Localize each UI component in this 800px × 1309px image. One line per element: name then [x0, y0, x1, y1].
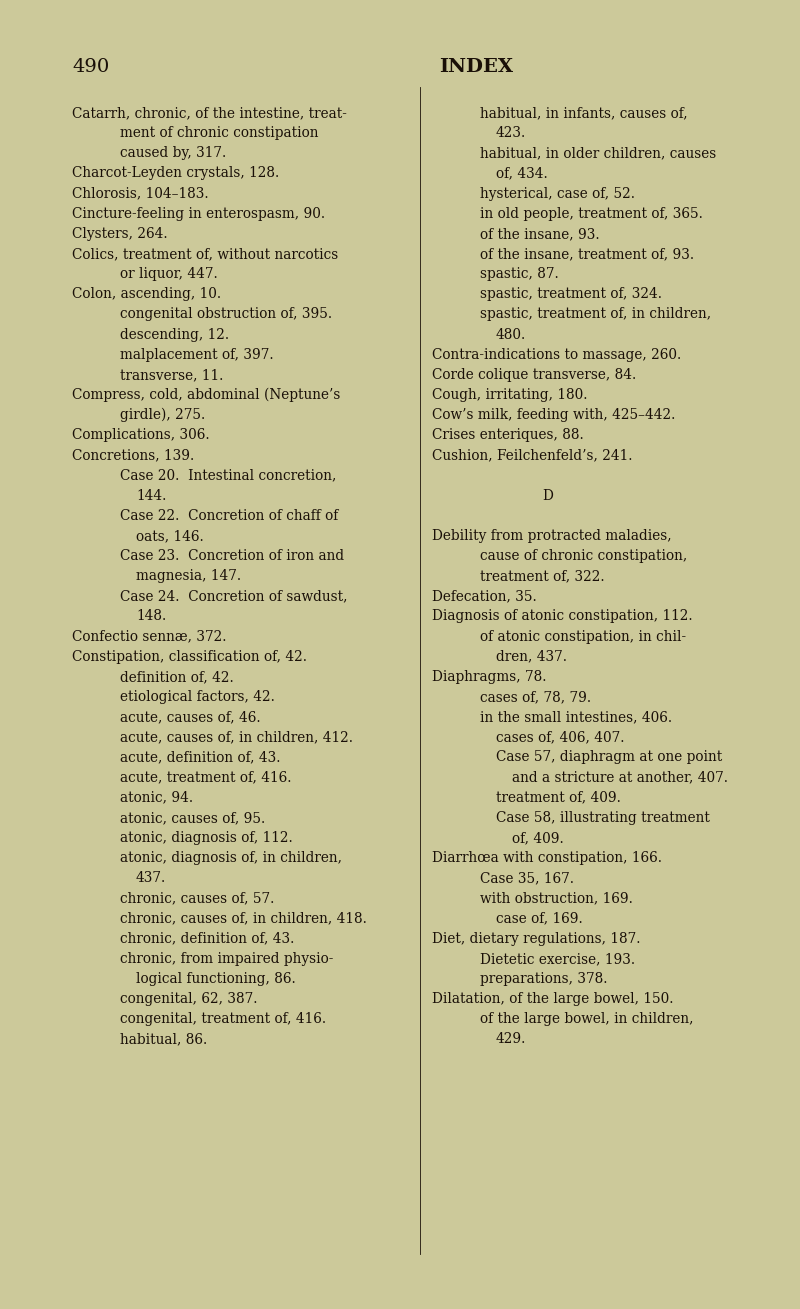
Text: malplacement of, 397.: malplacement of, 397.: [120, 348, 274, 361]
Text: Clysters, 264.: Clysters, 264.: [72, 226, 168, 241]
Text: Compress, cold, abdominal (Neptune’s: Compress, cold, abdominal (Neptune’s: [72, 387, 340, 402]
Text: cases of, 406, 407.: cases of, 406, 407.: [496, 730, 625, 745]
Text: Colon, ascending, 10.: Colon, ascending, 10.: [72, 287, 221, 301]
Text: dren, 437.: dren, 437.: [496, 649, 567, 664]
Text: congenital, 62, 387.: congenital, 62, 387.: [120, 992, 258, 1007]
Text: congenital, treatment of, 416.: congenital, treatment of, 416.: [120, 1012, 326, 1026]
Text: caused by, 317.: caused by, 317.: [120, 147, 226, 160]
Text: chronic, definition of, 43.: chronic, definition of, 43.: [120, 932, 294, 945]
Text: preparations, 378.: preparations, 378.: [480, 973, 607, 986]
Text: 437.: 437.: [136, 872, 166, 885]
Text: Confectio sennæ, 372.: Confectio sennæ, 372.: [72, 630, 226, 644]
Text: Dietetic exercise, 193.: Dietetic exercise, 193.: [480, 952, 635, 966]
Text: 490: 490: [72, 58, 110, 76]
Text: cause of chronic constipation,: cause of chronic constipation,: [480, 548, 687, 563]
Text: of, 409.: of, 409.: [512, 831, 564, 846]
Text: Diarrhœa with constipation, 166.: Diarrhœa with constipation, 166.: [432, 851, 662, 865]
Text: Cough, irritating, 180.: Cough, irritating, 180.: [432, 387, 587, 402]
Text: case of, 169.: case of, 169.: [496, 911, 582, 925]
Text: Crises enteriques, 88.: Crises enteriques, 88.: [432, 428, 584, 442]
Text: D: D: [542, 488, 553, 503]
Text: habitual, in infants, causes of,: habitual, in infants, causes of,: [480, 106, 688, 120]
Text: atonic, 94.: atonic, 94.: [120, 791, 193, 805]
Text: logical functioning, 86.: logical functioning, 86.: [136, 973, 296, 986]
Text: habitual, in older children, causes: habitual, in older children, causes: [480, 147, 716, 160]
Text: habitual, 86.: habitual, 86.: [120, 1033, 207, 1046]
Text: Case 24.  Concretion of sawdust,: Case 24. Concretion of sawdust,: [120, 589, 347, 603]
Text: of the insane, 93.: of the insane, 93.: [480, 226, 600, 241]
Text: descending, 12.: descending, 12.: [120, 327, 229, 342]
Text: acute, causes of, 46.: acute, causes of, 46.: [120, 711, 261, 724]
Text: in old people, treatment of, 365.: in old people, treatment of, 365.: [480, 207, 703, 221]
Text: 423.: 423.: [496, 126, 526, 140]
Text: spastic, 87.: spastic, 87.: [480, 267, 558, 281]
Text: Cushion, Feilchenfeld’s, 241.: Cushion, Feilchenfeld’s, 241.: [432, 449, 633, 462]
Text: Dilatation, of the large bowel, 150.: Dilatation, of the large bowel, 150.: [432, 992, 674, 1007]
Text: Case 35, 167.: Case 35, 167.: [480, 872, 574, 885]
Text: Case 57, diaphragm at one point: Case 57, diaphragm at one point: [496, 750, 722, 764]
Text: treatment of, 409.: treatment of, 409.: [496, 791, 621, 805]
Text: acute, definition of, 43.: acute, definition of, 43.: [120, 750, 281, 764]
Text: chronic, from impaired physio-: chronic, from impaired physio-: [120, 952, 334, 966]
Text: of, 434.: of, 434.: [496, 166, 548, 181]
Text: of the insane, treatment of, 93.: of the insane, treatment of, 93.: [480, 247, 694, 260]
Text: spastic, treatment of, 324.: spastic, treatment of, 324.: [480, 287, 662, 301]
Text: oats, 146.: oats, 146.: [136, 529, 204, 543]
Text: Debility from protracted maladies,: Debility from protracted maladies,: [432, 529, 672, 543]
Text: Corde colique transverse, 84.: Corde colique transverse, 84.: [432, 368, 636, 382]
Text: Contra-indications to massage, 260.: Contra-indications to massage, 260.: [432, 348, 682, 361]
Text: acute, treatment of, 416.: acute, treatment of, 416.: [120, 771, 291, 784]
Text: Cincture-feeling in enterospasm, 90.: Cincture-feeling in enterospasm, 90.: [72, 207, 325, 221]
Text: Diagnosis of atonic constipation, 112.: Diagnosis of atonic constipation, 112.: [432, 610, 693, 623]
Text: Case 20.  Intestinal concretion,: Case 20. Intestinal concretion,: [120, 469, 336, 483]
Text: of atonic constipation, in chil-: of atonic constipation, in chil-: [480, 630, 686, 644]
Text: Constipation, classification of, 42.: Constipation, classification of, 42.: [72, 649, 307, 664]
Text: Diet, dietary regulations, 187.: Diet, dietary regulations, 187.: [432, 932, 641, 945]
Text: treatment of, 322.: treatment of, 322.: [480, 569, 605, 584]
Text: chronic, causes of, in children, 418.: chronic, causes of, in children, 418.: [120, 911, 367, 925]
Text: acute, causes of, in children, 412.: acute, causes of, in children, 412.: [120, 730, 353, 745]
Text: 429.: 429.: [496, 1033, 526, 1046]
Text: ment of chronic constipation: ment of chronic constipation: [120, 126, 318, 140]
Text: cases of, 78, 79.: cases of, 78, 79.: [480, 690, 591, 704]
Text: Cow’s milk, feeding with, 425–442.: Cow’s milk, feeding with, 425–442.: [432, 408, 675, 421]
Text: Complications, 306.: Complications, 306.: [72, 428, 210, 442]
Text: Case 58, illustrating treatment: Case 58, illustrating treatment: [496, 810, 710, 825]
Text: Colics, treatment of, without narcotics: Colics, treatment of, without narcotics: [72, 247, 338, 260]
Text: Diaphragms, 78.: Diaphragms, 78.: [432, 670, 546, 683]
Text: of the large bowel, in children,: of the large bowel, in children,: [480, 1012, 694, 1026]
Text: atonic, diagnosis of, in children,: atonic, diagnosis of, in children,: [120, 851, 342, 865]
Text: magnesia, 147.: magnesia, 147.: [136, 569, 241, 584]
Text: Chlorosis, 104–183.: Chlorosis, 104–183.: [72, 187, 209, 200]
Text: Case 22.  Concretion of chaff of: Case 22. Concretion of chaff of: [120, 509, 338, 522]
Text: Case 23.  Concretion of iron and: Case 23. Concretion of iron and: [120, 548, 344, 563]
Text: 480.: 480.: [496, 327, 526, 342]
Text: definition of, 42.: definition of, 42.: [120, 670, 234, 683]
Text: atonic, causes of, 95.: atonic, causes of, 95.: [120, 810, 266, 825]
Text: spastic, treatment of, in children,: spastic, treatment of, in children,: [480, 308, 711, 322]
Text: congenital obstruction of, 395.: congenital obstruction of, 395.: [120, 308, 332, 322]
Text: and a stricture at another, 407.: and a stricture at another, 407.: [512, 771, 728, 784]
Text: girdle), 275.: girdle), 275.: [120, 407, 206, 421]
Text: 144.: 144.: [136, 488, 166, 503]
Text: with obstruction, 169.: with obstruction, 169.: [480, 891, 633, 906]
Text: 148.: 148.: [136, 610, 166, 623]
Text: transverse, 11.: transverse, 11.: [120, 368, 223, 382]
Text: Defecation, 35.: Defecation, 35.: [432, 589, 537, 603]
Text: etiological factors, 42.: etiological factors, 42.: [120, 690, 275, 704]
Text: atonic, diagnosis of, 112.: atonic, diagnosis of, 112.: [120, 831, 293, 846]
Text: in the small intestines, 406.: in the small intestines, 406.: [480, 711, 672, 724]
Text: Concretions, 139.: Concretions, 139.: [72, 449, 194, 462]
Text: Charcot-Leyden crystals, 128.: Charcot-Leyden crystals, 128.: [72, 166, 279, 181]
Text: chronic, causes of, 57.: chronic, causes of, 57.: [120, 891, 274, 906]
Text: Catarrh, chronic, of the intestine, treat-: Catarrh, chronic, of the intestine, trea…: [72, 106, 347, 120]
Text: or liquor, 447.: or liquor, 447.: [120, 267, 218, 281]
Text: hysterical, case of, 52.: hysterical, case of, 52.: [480, 187, 635, 200]
Text: INDEX: INDEX: [438, 58, 513, 76]
